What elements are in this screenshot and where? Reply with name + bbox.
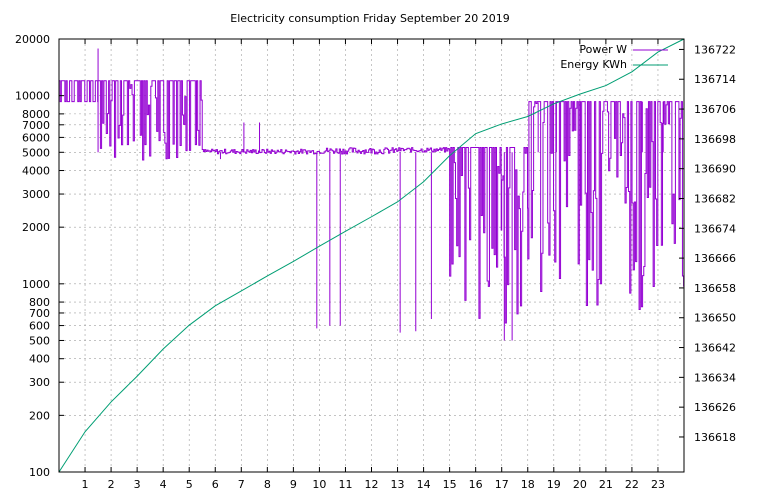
y2-tick-label: 136618 [694, 431, 736, 444]
y2-tick-label: 136698 [694, 133, 736, 146]
ticks-layer: 1 2 3 4 5 6 7 8 9 10 11 12 13 14 15 16 17 18 19 20 21 22 23100… [15, 33, 736, 491]
y2-tick-label: 136626 [694, 401, 736, 414]
y2-tick-label: 136706 [694, 103, 736, 116]
x-tick-label: 11 [338, 478, 352, 491]
x-tick-label: 1 [82, 478, 89, 491]
y-tick-label: 6000 [22, 131, 50, 144]
y2-tick-label: 136682 [694, 192, 736, 205]
y-tick-label: 400 [29, 353, 50, 366]
y2-tick-label: 136674 [694, 222, 736, 235]
y-tick-label: 700 [29, 307, 50, 320]
x-tick-label: 6 [212, 478, 219, 491]
x-tick-label: 13 [391, 478, 405, 491]
x-tick-label: 10 [312, 478, 326, 491]
y-tick-label: 800 [29, 296, 50, 309]
energy-series-line [58, 38, 685, 473]
x-tick-label: 12 [365, 478, 379, 491]
x-tick-label: 19 [547, 478, 561, 491]
y-tick-label: 1000 [22, 278, 50, 291]
x-tick-label: 8 [264, 478, 271, 491]
power-series-line [59, 80, 685, 324]
x-tick-label: 3 [134, 478, 141, 491]
y-tick-label: 10000 [15, 90, 50, 103]
x-tick-label: 17 [495, 478, 509, 491]
legend-label-energy: Energy KWh [560, 58, 627, 71]
chart-title: Electricity consumption Friday September… [230, 12, 509, 25]
x-tick-label: 4 [160, 478, 167, 491]
y-tick-label: 2000 [22, 221, 50, 234]
y2-tick-label: 136642 [694, 342, 736, 355]
x-tick-label: 18 [521, 478, 535, 491]
y2-tick-label: 136658 [694, 282, 736, 295]
y2-tick-label: 136634 [694, 371, 736, 384]
x-tick-label: 5 [186, 478, 193, 491]
y2-tick-label: 136650 [694, 312, 736, 325]
y-tick-label: 3000 [22, 188, 50, 201]
x-tick-label: 16 [469, 478, 483, 491]
legend-label-power: Power W [579, 43, 627, 56]
x-tick-label: 15 [443, 478, 457, 491]
y-tick-label: 7000 [22, 119, 50, 132]
y-tick-label: 500 [29, 334, 50, 347]
y2-tick-label: 136690 [694, 163, 736, 176]
grid-lines [59, 39, 684, 472]
y-tick-label: 8000 [22, 108, 50, 121]
x-tick-label: 7 [238, 478, 245, 491]
x-tick-label: 14 [417, 478, 431, 491]
x-tick-label: 23 [651, 478, 665, 491]
series-layer [58, 38, 685, 473]
y2-tick-label: 136666 [694, 252, 736, 265]
x-tick-label: 20 [573, 478, 587, 491]
y-tick-label: 200 [29, 409, 50, 422]
y2-tick-label: 136722 [694, 43, 736, 56]
x-tick-label: 2 [108, 478, 115, 491]
y-tick-label: 5000 [22, 146, 50, 159]
y-tick-label: 100 [29, 466, 50, 479]
x-tick-label: 21 [599, 478, 613, 491]
x-tick-label: 22 [625, 478, 639, 491]
x-tick-label: 9 [290, 478, 297, 491]
y-tick-label: 4000 [22, 165, 50, 178]
y2-tick-label: 136714 [694, 73, 736, 86]
y-tick-label: 600 [29, 320, 50, 333]
y-tick-label: 20000 [15, 33, 50, 46]
y-tick-label: 300 [29, 376, 50, 389]
legend: Power W Energy KWh [560, 43, 668, 71]
